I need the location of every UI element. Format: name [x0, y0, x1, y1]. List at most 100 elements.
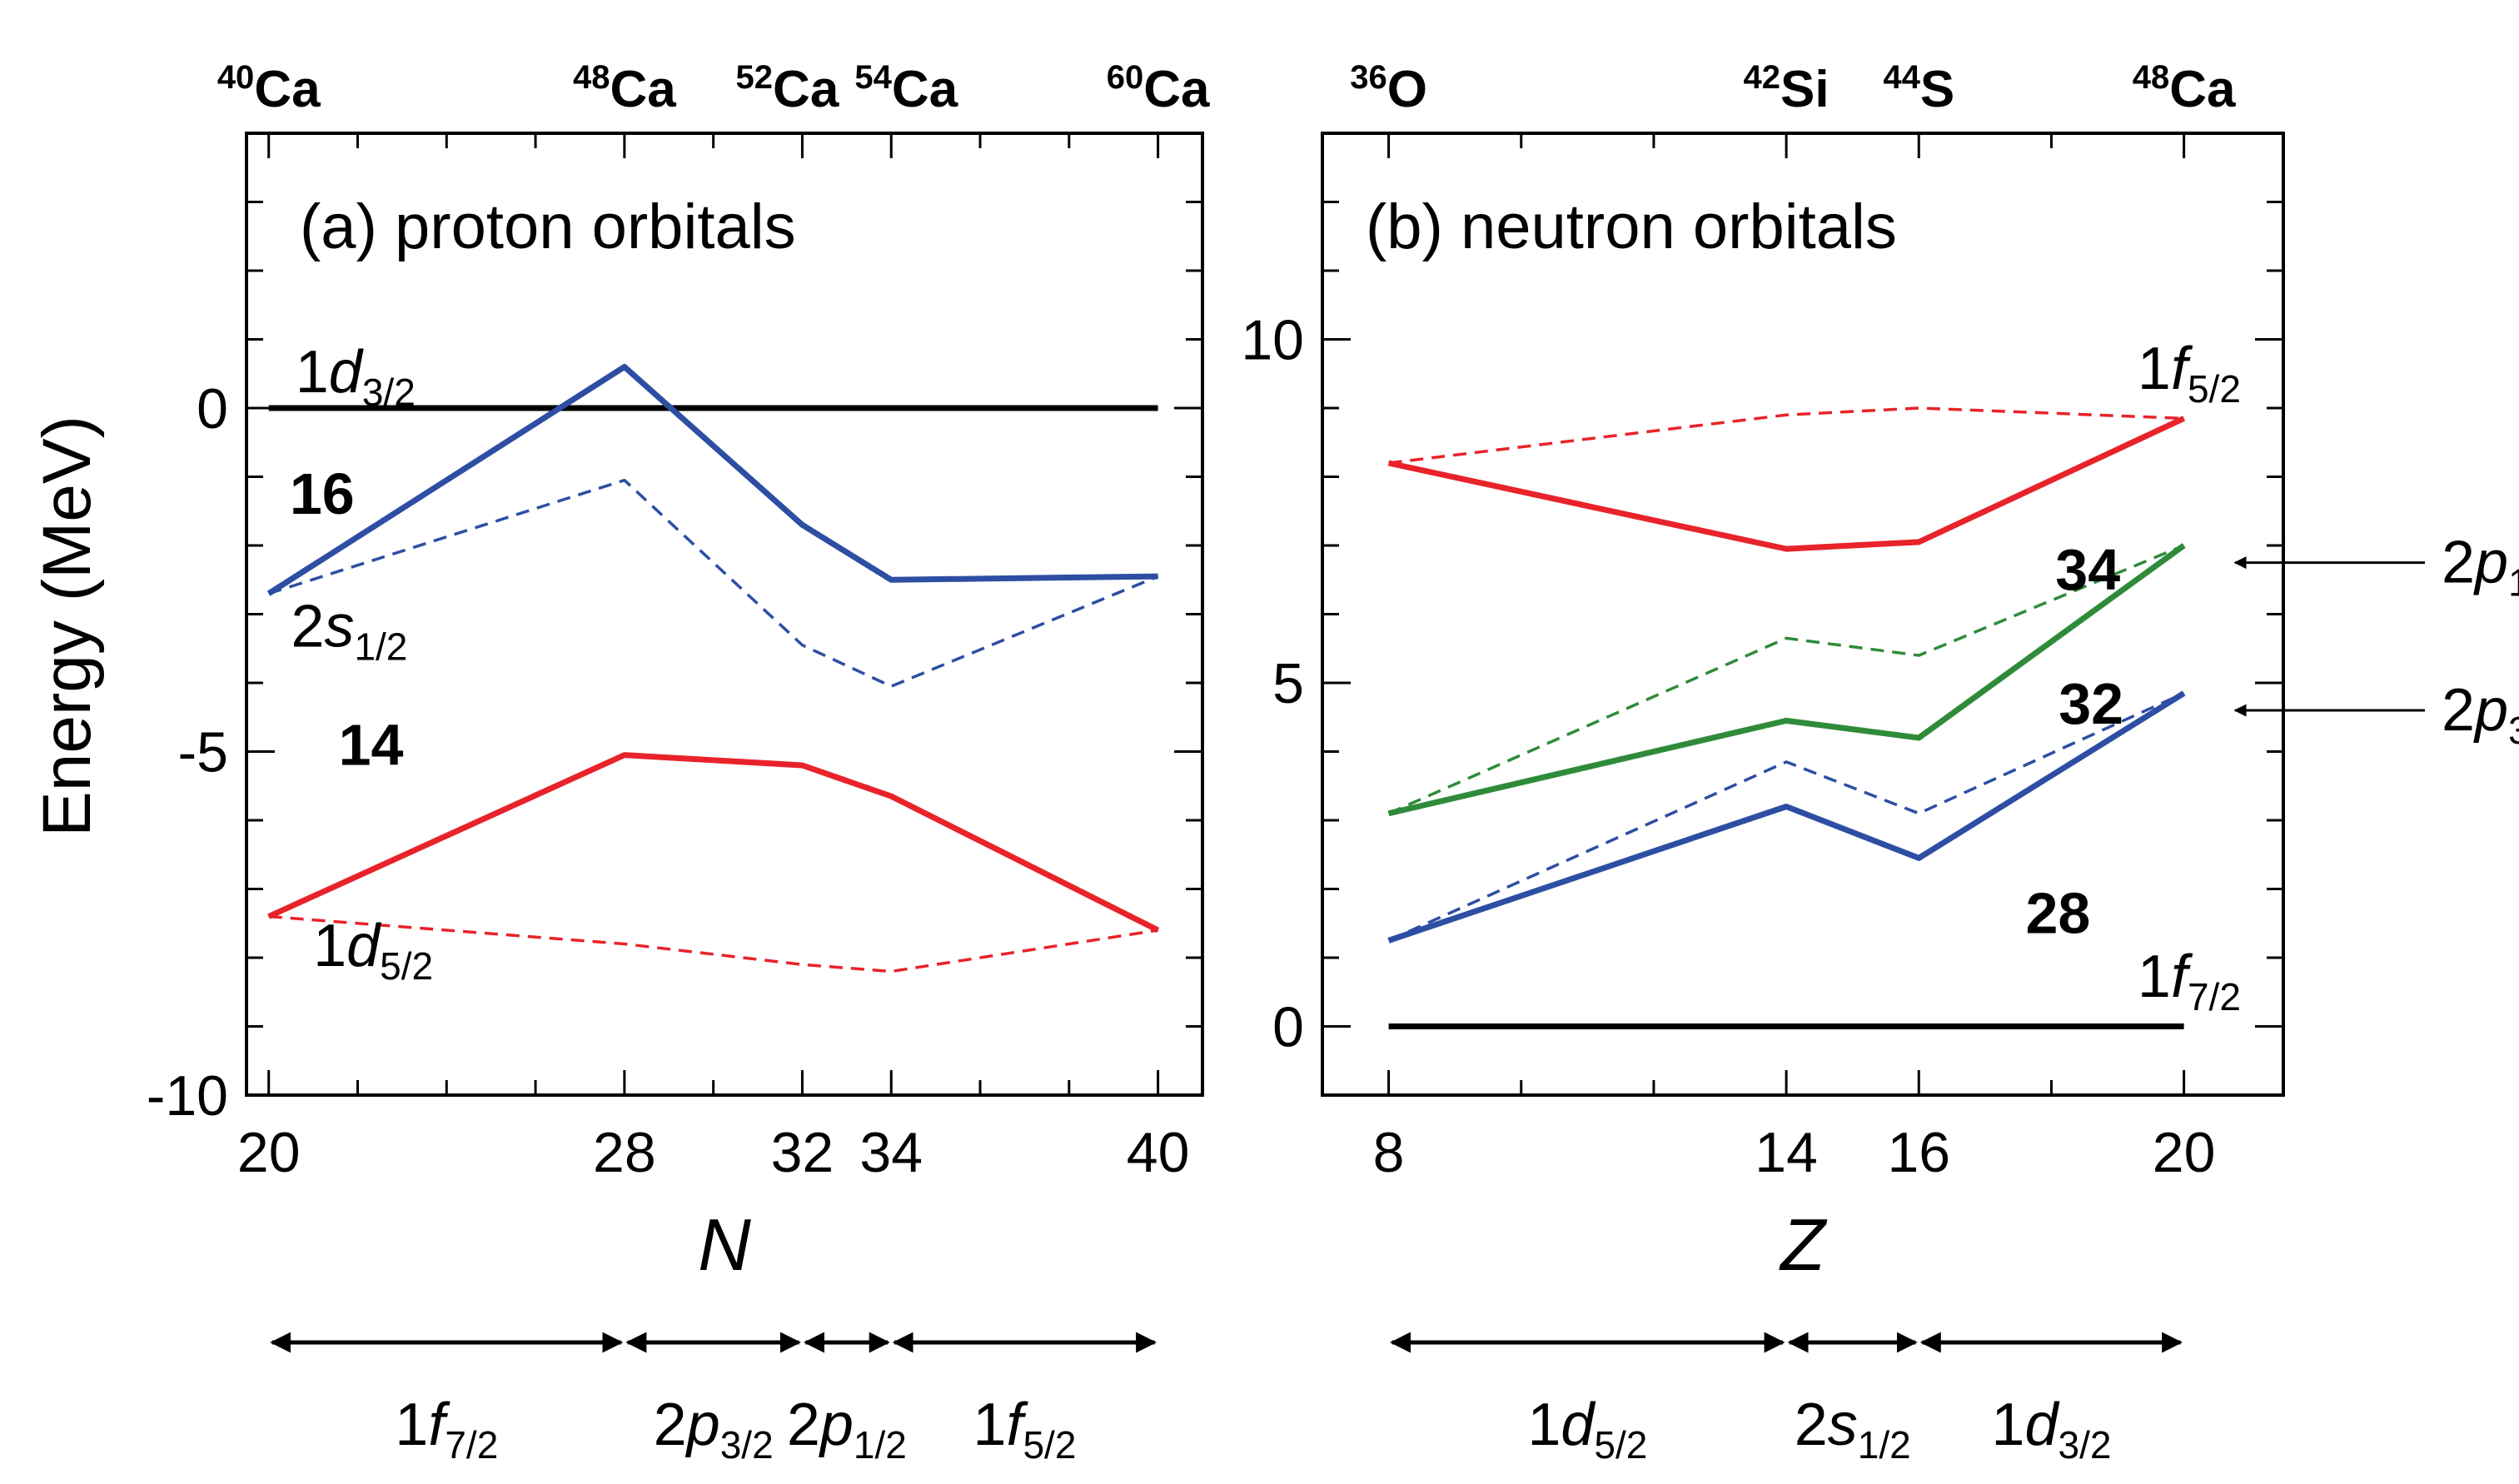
y-tick-label: 0	[1272, 996, 1304, 1059]
nucleus-mass: 44	[1883, 59, 1920, 96]
orbital-label-sub: 7/2	[2188, 975, 2241, 1018]
filling-range-label-sub: 3/2	[2059, 1423, 2112, 1467]
x-tick-label: 14	[1755, 1121, 1818, 1184]
filling-range-label-l: d	[2024, 1392, 2059, 1458]
nucleus-mass: 54	[854, 59, 892, 96]
series-line-2p3-2	[1387, 690, 2186, 944]
arrow-orbital-label-l: p	[2473, 677, 2508, 744]
y-axis-title: Energy (MeV)	[29, 416, 105, 837]
y-tick-label: -10	[147, 1064, 228, 1128]
nucleus-label: 54Ca	[854, 59, 958, 118]
x-tick-label: 28	[593, 1121, 656, 1184]
y-tick-label: -5	[178, 721, 228, 784]
arrow-orbital-label: 2p1/2	[2442, 530, 2519, 605]
filling-range-label-sub: 5/2	[1594, 1423, 1647, 1467]
nucleus-label: 40Ca	[217, 59, 321, 118]
arrow-orbital-label-n: 2	[2442, 530, 2475, 596]
x-axis-title: N	[698, 1203, 751, 1286]
arrow-orbital-label: 2p3/2	[2442, 677, 2519, 752]
x-axis-title: Z	[1779, 1203, 1828, 1286]
panel-label: (b) neutron orbitals	[1366, 192, 1897, 262]
magic-number: 34	[2055, 537, 2120, 602]
series-line-2p3-2-dashed-	[1387, 691, 2185, 942]
x-tick-label: 8	[1373, 1121, 1405, 1184]
x-tick-label: 20	[237, 1121, 301, 1184]
filling-range-label-n: 2	[654, 1392, 687, 1458]
filling-range-label-sub: 7/2	[445, 1423, 498, 1467]
orbital-label-sub: 1/2	[354, 625, 407, 668]
orbital-label: 1f5/2	[2138, 336, 2241, 411]
orbital-label-sub: 5/2	[2188, 367, 2241, 411]
orbital-label: 1d5/2	[313, 913, 433, 988]
nucleus-symbol: Ca	[1143, 61, 1210, 118]
orbital-label: 2s1/2	[291, 593, 407, 668]
filling-range-label-n: 1	[1991, 1392, 2024, 1458]
filling-range-label-sub: 5/2	[1023, 1423, 1076, 1467]
nucleus-symbol: Ca	[254, 61, 321, 118]
nucleus-symbol: Ca	[773, 61, 839, 118]
arrow-orbital-label-sub: 3/2	[2508, 709, 2519, 752]
orbital-label-n: 1	[2138, 336, 2171, 402]
series-line-1d5-2-dashed-	[268, 914, 1158, 974]
nucleus-mass: 48	[2133, 59, 2170, 96]
magic-number: 16	[290, 461, 355, 526]
orbital-label-n: 1	[313, 913, 346, 979]
x-tick-label: 32	[771, 1121, 834, 1184]
nucleus-symbol: Ca	[610, 61, 676, 118]
filling-range-label-n: 1	[1527, 1392, 1561, 1458]
orbital-label-l: s	[324, 593, 354, 660]
orbital-label-l: d	[346, 913, 381, 979]
filling-range-label-l: p	[819, 1392, 854, 1458]
filling-range-label-n: 2	[1795, 1392, 1828, 1458]
series-line-1d5-2	[267, 752, 1160, 934]
nucleus-label: 52Ca	[736, 59, 839, 118]
y-tick-label: 10	[1241, 309, 1304, 372]
filling-range-label: 1d5/2	[1527, 1392, 1647, 1467]
series-line-2s1-2	[266, 364, 1158, 596]
nucleus-label: 36O	[1350, 59, 1427, 118]
orbital-label: 1f7/2	[2138, 944, 2241, 1018]
nucleus-symbol: S	[1920, 61, 1954, 118]
y-tick-label: 0	[197, 377, 228, 441]
series-line-2p1-2	[1387, 543, 2186, 817]
orbital-label-l: d	[329, 339, 364, 406]
magic-number: 32	[2059, 671, 2123, 736]
nucleus-mass: 60	[1107, 59, 1144, 96]
nucleus-mass: 42	[1744, 59, 1781, 96]
x-tick-label: 16	[1887, 1121, 1950, 1184]
nucleus-label: 48Ca	[573, 59, 676, 118]
filling-range-label-l: s	[1828, 1392, 1858, 1458]
series-line-2p1-2-dashed-	[1387, 544, 2185, 815]
x-tick-label: 34	[859, 1121, 923, 1184]
nucleus-label: 48Ca	[2133, 59, 2236, 118]
arrow-orbital-label-l: p	[2473, 530, 2508, 596]
nucleus-mass: 36	[1350, 59, 1387, 96]
filling-range-label: 1f5/2	[973, 1392, 1076, 1467]
filling-range-label: 1d3/2	[1991, 1392, 2111, 1467]
orbital-label: 1d3/2	[296, 339, 416, 414]
orbital-label-n: 2	[291, 593, 324, 660]
filling-range-label-sub: 1/2	[1858, 1423, 1911, 1467]
filling-range-label: 1f7/2	[395, 1392, 498, 1467]
nucleus-symbol: Si	[1780, 61, 1830, 118]
nucleus-mass: 48	[573, 59, 610, 96]
filling-range-label: 2s1/2	[1795, 1392, 1911, 1467]
filling-range-label-n: 1	[973, 1392, 1006, 1458]
nucleus-label: 44S	[1883, 59, 1954, 118]
nucleus-mass: 40	[217, 59, 255, 96]
filling-range-label: 2p1/2	[787, 1392, 907, 1467]
arrow-orbital-label-sub: 1/2	[2508, 561, 2519, 605]
nucleus-mass: 52	[736, 59, 774, 96]
nucleus-label: 42Si	[1744, 59, 1830, 118]
series-line-1f5-2-dashed-	[1388, 406, 2184, 465]
x-tick-label: 20	[2153, 1121, 2216, 1184]
x-tick-label: 40	[1127, 1121, 1190, 1184]
magic-number: 28	[2025, 880, 2090, 945]
series-line-2s1-2-dashed-	[268, 478, 1159, 688]
nucleus-symbol: Ca	[892, 61, 958, 118]
filling-range-label-sub: 1/2	[854, 1423, 907, 1467]
orbital-label-sub: 5/2	[380, 944, 433, 988]
orbital-label-n: 1	[2138, 944, 2171, 1010]
nucleus-label: 60Ca	[1107, 59, 1210, 118]
